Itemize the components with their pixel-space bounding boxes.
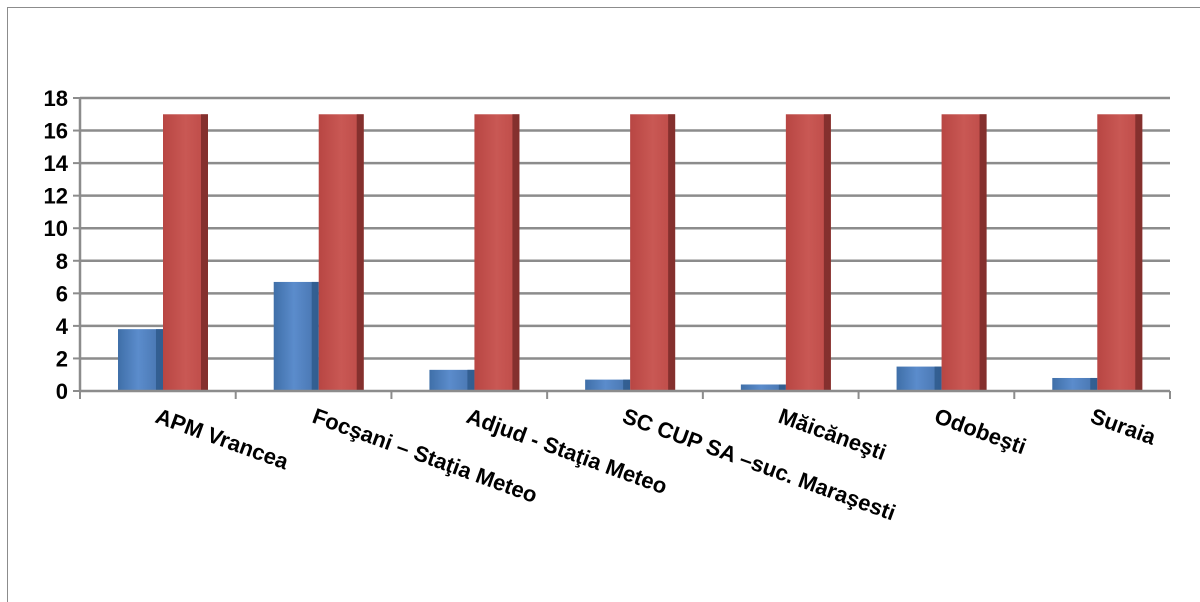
y-tick-label: 16: [44, 119, 68, 144]
bar-edge-s0-c5: [934, 366, 942, 391]
bar-edge-s1-c4: [823, 114, 831, 392]
bar-s0-c1: [273, 281, 319, 391]
y-tick-label: 12: [44, 184, 68, 209]
y-tick-label: 6: [56, 281, 68, 306]
bar-s1-c3: [630, 114, 676, 392]
bar-edge-s0-c2: [467, 369, 475, 391]
bar-s1-c0: [163, 114, 208, 392]
bar-s0-c4: [740, 384, 786, 391]
axes: [78, 98, 1171, 399]
bar-edge-s0-c0: [156, 329, 163, 391]
y-tick-label: 14: [44, 151, 69, 176]
gridlines: [80, 96, 1170, 360]
bar-edge-s0-c3: [623, 379, 631, 391]
y-axis-ticks: 0 2 4 6 8 10 12 14 16 18: [44, 86, 80, 404]
bar-edge-s1-c5: [979, 114, 987, 392]
chart-frame: [7, 7, 1200, 602]
bar-edge-s1-c2: [512, 114, 520, 392]
bar-edge-s1-c0: [201, 114, 208, 392]
bar-s0-c6: [1052, 377, 1098, 391]
bar-edge-s1-c3: [668, 114, 676, 392]
bar-s0-c5: [896, 366, 942, 391]
y-tick-label: 2: [56, 346, 68, 371]
bar-s1-c2: [474, 114, 520, 392]
bars: [118, 114, 1143, 392]
x-category-label: Suraia: [1087, 403, 1159, 450]
x-category-label: Măicăneşti: [775, 403, 889, 465]
bar-s0-c0: [118, 329, 163, 391]
bar-edge-s0-c6: [1090, 377, 1098, 391]
y-tick-label: 18: [44, 86, 68, 111]
bar-s1-c6: [1097, 114, 1143, 392]
y-tick-label: 8: [56, 249, 68, 274]
bar-s0-c2: [429, 369, 475, 391]
x-category-label: Odobeşti: [931, 403, 1029, 459]
x-category-label: SC CUP SA –suc. Maraşesti: [619, 403, 899, 525]
bar-s1-c4: [785, 114, 831, 392]
y-tick-label: 10: [44, 216, 68, 241]
bar-s1-c5: [941, 114, 987, 392]
bar-edge-s1-c1: [356, 114, 364, 392]
x-category-label: APM Vrancea: [152, 403, 292, 474]
y-tick-label: 4: [56, 314, 69, 339]
bar-edge-s0-c4: [778, 384, 786, 391]
bar-edge-s1-c6: [1135, 114, 1143, 392]
y-tick-label: 0: [56, 379, 68, 404]
bar-s1-c1: [318, 114, 364, 392]
bar-s0-c3: [585, 379, 631, 391]
bar-edge-s0-c1: [311, 281, 319, 391]
